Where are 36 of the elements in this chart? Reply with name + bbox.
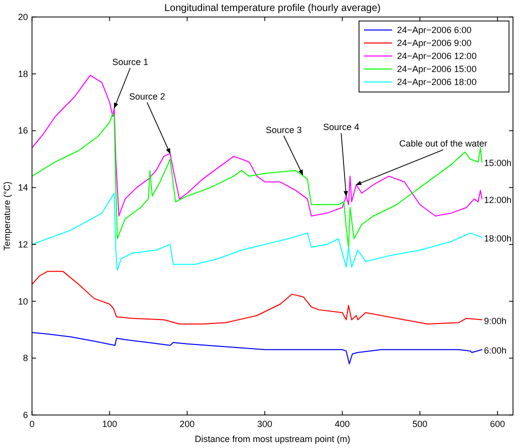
annotation: 6:00h xyxy=(484,346,506,356)
y-tick-label: 12 xyxy=(18,239,28,250)
y-tick-label: 18 xyxy=(18,68,28,79)
y-tick-label: 20 xyxy=(18,12,28,22)
annotation: 18:00h xyxy=(484,233,512,244)
legend-label: 24−Apr−2006 9:00 xyxy=(397,38,472,48)
y-tick-label: 8 xyxy=(22,353,28,364)
annotation: Source 2 xyxy=(129,91,166,102)
y-tick-label: 14 xyxy=(18,182,28,193)
x-tick-label: 400 xyxy=(334,419,350,429)
chart-title: Longitudinal temperature profile (hourly average) xyxy=(164,3,381,14)
line-series xyxy=(32,192,482,271)
legend-label: 24−Apr−2006 12:00 xyxy=(397,51,477,61)
line-series xyxy=(32,270,482,325)
annotation: Cable out of the water xyxy=(399,138,488,149)
x-tick-label: 100 xyxy=(102,419,118,429)
annotation: 15:00h xyxy=(484,158,512,168)
y-tick-label: 6 xyxy=(22,410,28,420)
x-tick-label: 600 xyxy=(490,419,505,429)
legend-label: 24−Apr−2006 15:00 xyxy=(397,64,477,74)
annotation: Source 3 xyxy=(266,124,302,135)
y-tick-label: 10 xyxy=(18,296,28,306)
x-tick-label: 500 xyxy=(412,419,428,429)
x-tick-label: 0 xyxy=(29,419,35,429)
legend-label: 24−Apr−2006 18:00 xyxy=(397,77,477,87)
x-tick-label: 300 xyxy=(257,419,272,429)
annotation: Source 1 xyxy=(112,56,148,67)
annotation: Source 4 xyxy=(323,122,360,132)
annotation: 9:00h xyxy=(484,316,506,326)
x-axis-title: Distance from most upstream point (m) xyxy=(194,434,350,444)
y-tick-label: 16 xyxy=(18,126,28,136)
x-tick-label: 200 xyxy=(180,419,195,429)
legend-label: 24−Apr−2006 6:00 xyxy=(397,25,472,35)
line-series xyxy=(32,332,482,364)
annotation: 12:00h xyxy=(484,194,512,205)
y-axis-title: Temperature (°C) xyxy=(2,181,12,251)
